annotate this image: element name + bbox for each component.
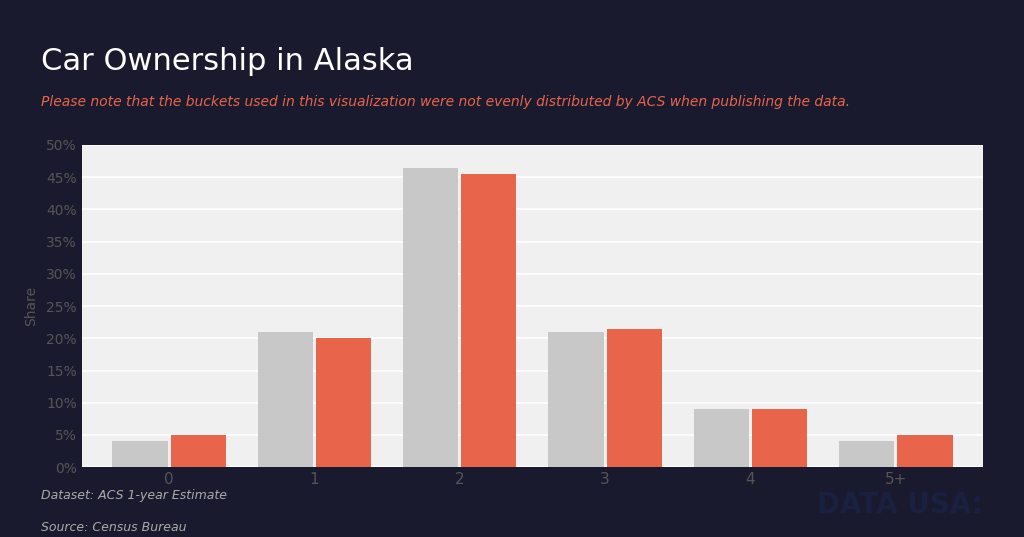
Text: DATA USA:: DATA USA: xyxy=(817,491,983,519)
Text: Car Ownership in Alaska: Car Ownership in Alaska xyxy=(41,47,414,76)
Bar xyxy=(113,441,168,467)
Bar xyxy=(316,338,371,467)
Text: Please note that the buckets used in this visualization were not evenly distribu: Please note that the buckets used in thi… xyxy=(41,95,850,109)
Bar xyxy=(171,435,226,467)
Text: Source: Census Bureau: Source: Census Bureau xyxy=(41,521,186,534)
Bar xyxy=(549,332,604,467)
Bar xyxy=(606,329,662,467)
Bar xyxy=(694,409,749,467)
Text: Dataset: ACS 1-year Estimate: Dataset: ACS 1-year Estimate xyxy=(41,489,227,502)
Bar xyxy=(461,174,516,467)
Bar xyxy=(839,441,894,467)
Bar xyxy=(897,435,952,467)
Y-axis label: Share: Share xyxy=(24,286,38,326)
Bar xyxy=(403,168,459,467)
Bar xyxy=(752,409,807,467)
Bar xyxy=(258,332,313,467)
